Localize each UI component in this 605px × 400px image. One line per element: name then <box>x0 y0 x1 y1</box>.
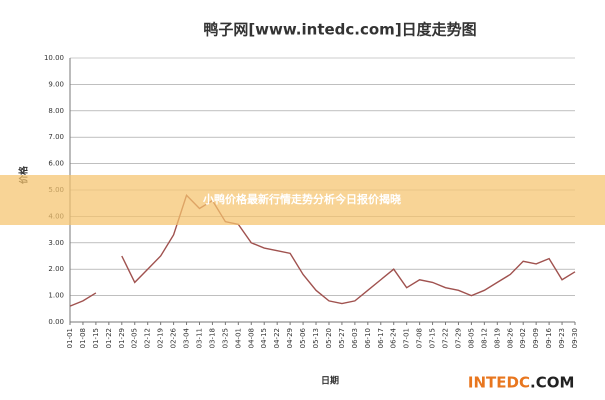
x-tick-label: 02-19 <box>157 328 165 348</box>
x-tick-label: 02-26 <box>170 327 178 348</box>
x-tick-label: 03-11 <box>195 328 203 348</box>
x-tick-label: 04-29 <box>286 328 294 348</box>
x-tick-label: 03-18 <box>208 328 216 348</box>
x-tick-label: 03-04 <box>183 327 191 348</box>
x-axis-label: 日期 <box>321 375 339 387</box>
x-tick-label: 08-05 <box>467 328 475 348</box>
y-tick-label: 2.00 <box>48 265 64 273</box>
x-tick-label: 09-30 <box>571 328 579 348</box>
y-tick-label: 8.00 <box>48 107 64 115</box>
y-tick-label: 6.00 <box>48 160 64 168</box>
x-tick-label: 09-16 <box>545 327 553 348</box>
y-tick-label: 9.00 <box>48 80 64 88</box>
y-tick-label: 1.00 <box>48 292 64 300</box>
x-tick-label: 03-25 <box>221 328 229 348</box>
banner-band <box>0 175 605 225</box>
x-tick-label: 01-22 <box>105 328 113 348</box>
x-tick-label: 08-12 <box>480 328 488 348</box>
x-tick-label: 05-27 <box>338 328 346 348</box>
x-tick-label: 07-01 <box>403 328 411 348</box>
x-tick-label: 01-08 <box>79 328 87 348</box>
x-tick-label: 06-24 <box>390 327 398 348</box>
x-tick-label: 06-10 <box>364 328 372 348</box>
x-tick-label: 08-26 <box>506 327 514 348</box>
y-tick-label: 10.00 <box>44 54 64 62</box>
x-tick-label: 06-17 <box>377 328 385 348</box>
x-tick-label: 01-15 <box>92 328 100 348</box>
chart-title: 鸭子网[www.intedc.com]日度走势图 <box>203 21 476 39</box>
x-tick-label: 05-20 <box>325 328 333 348</box>
x-tick-label: 07-15 <box>429 328 437 348</box>
x-tick-label: 04-01 <box>234 328 242 348</box>
x-tick-label: 05-13 <box>312 328 320 348</box>
x-tick-label: 07-08 <box>416 328 424 348</box>
watermark: .COM <box>530 374 574 392</box>
x-tick-label: 09-09 <box>532 328 540 348</box>
x-tick-label: 09-23 <box>558 328 566 348</box>
x-tick-label: 08-19 <box>493 328 501 348</box>
x-tick-label: 07-29 <box>454 328 462 348</box>
x-tick-label: 07-22 <box>442 328 450 348</box>
x-tick-label: 04-15 <box>260 328 268 348</box>
x-tick-label: 05-06 <box>299 327 307 348</box>
x-tick-label: 09-02 <box>519 328 527 348</box>
watermark: INTEDC <box>468 374 530 392</box>
banner-text: 小鸭价格最新行情走势分析今日报价揭晓 <box>202 192 401 206</box>
x-tick-label: 02-05 <box>131 328 139 348</box>
x-tick-label: 01-01 <box>66 328 74 348</box>
x-tick-label: 04-22 <box>273 328 281 348</box>
x-tick-label: 06-03 <box>351 328 359 348</box>
x-tick-label: 04-08 <box>247 328 255 348</box>
x-tick-label: 02-12 <box>144 328 152 348</box>
y-tick-label: 7.00 <box>48 133 64 141</box>
x-tick-label: 01-29 <box>118 328 126 348</box>
y-tick-label: 3.00 <box>48 239 64 247</box>
y-tick-label: 0.00 <box>48 318 64 326</box>
